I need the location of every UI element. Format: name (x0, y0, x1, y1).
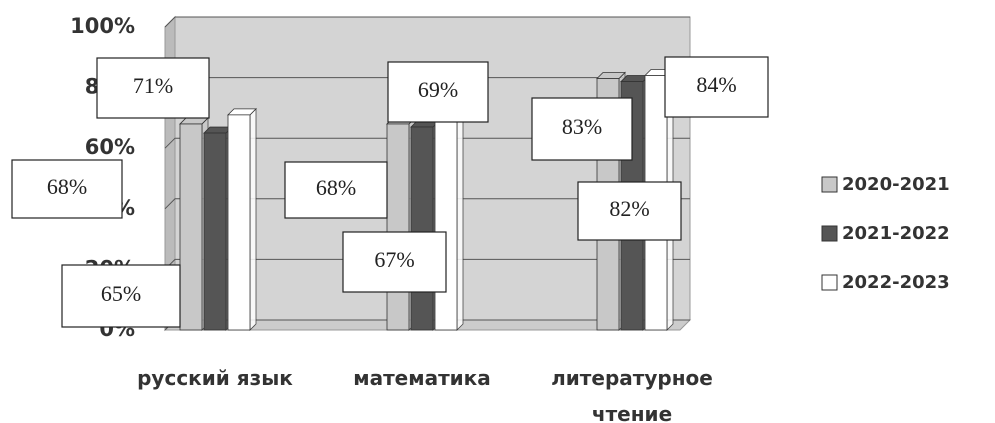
label-box (664, 56, 769, 118)
bar (179, 116, 209, 331)
label-box (342, 231, 447, 293)
y-tick-label: 60% (85, 135, 135, 159)
bar-face (179, 123, 203, 331)
label-box (577, 181, 682, 241)
legend-swatch (821, 225, 838, 242)
value-label: 69% (418, 77, 458, 102)
grid-line (164, 137, 690, 149)
value-label: 67% (374, 247, 414, 272)
legend-label: 2021-2022 (842, 223, 950, 244)
legend-swatch (821, 176, 838, 193)
value-label: 83% (562, 114, 602, 139)
bar-face (227, 114, 251, 331)
bar-face (456, 113, 464, 331)
x-tick-label: математика (353, 366, 491, 390)
label-box (11, 159, 123, 219)
value-label: 65% (101, 281, 141, 306)
label-box (284, 161, 388, 219)
value-label: 68% (47, 174, 87, 199)
value-label: 82% (609, 196, 649, 221)
legend-label: 2020-2021 (842, 174, 950, 195)
grid-line (164, 198, 690, 210)
value-label: 71% (133, 73, 173, 98)
label-box (387, 61, 489, 123)
label-box (96, 57, 210, 119)
grid-line (164, 16, 690, 28)
value-label: 68% (316, 175, 356, 200)
bar (434, 113, 464, 331)
x-tick-label: литературное чтение (551, 366, 713, 423)
label-box (61, 264, 181, 328)
bar-face (386, 123, 410, 331)
value-label: 84% (696, 72, 736, 97)
bar (227, 107, 257, 331)
bar-face (410, 126, 434, 331)
label-box (531, 97, 633, 161)
bar-face (249, 107, 257, 331)
bar-face (203, 132, 227, 331)
bar-face (434, 120, 458, 331)
legend-label: 2022-2023 (842, 272, 950, 293)
legend-swatch (821, 274, 838, 291)
x-tick-label: русский язык (137, 366, 293, 390)
y-tick-label: 100% (70, 14, 135, 38)
